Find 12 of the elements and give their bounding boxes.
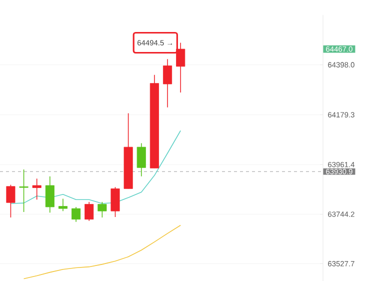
candlestick	[58, 198, 68, 212]
candlestick	[163, 58, 172, 108]
candlestick	[110, 186, 120, 218]
candlestick	[19, 169, 28, 212]
candlestick	[98, 202, 107, 218]
candlestick	[32, 178, 42, 200]
candlestick	[45, 176, 54, 214]
candlestick	[84, 202, 94, 222]
line-series	[23, 224, 181, 280]
candlestick	[136, 142, 146, 177]
candlestick	[72, 206, 81, 222]
candlestick	[6, 184, 16, 218]
